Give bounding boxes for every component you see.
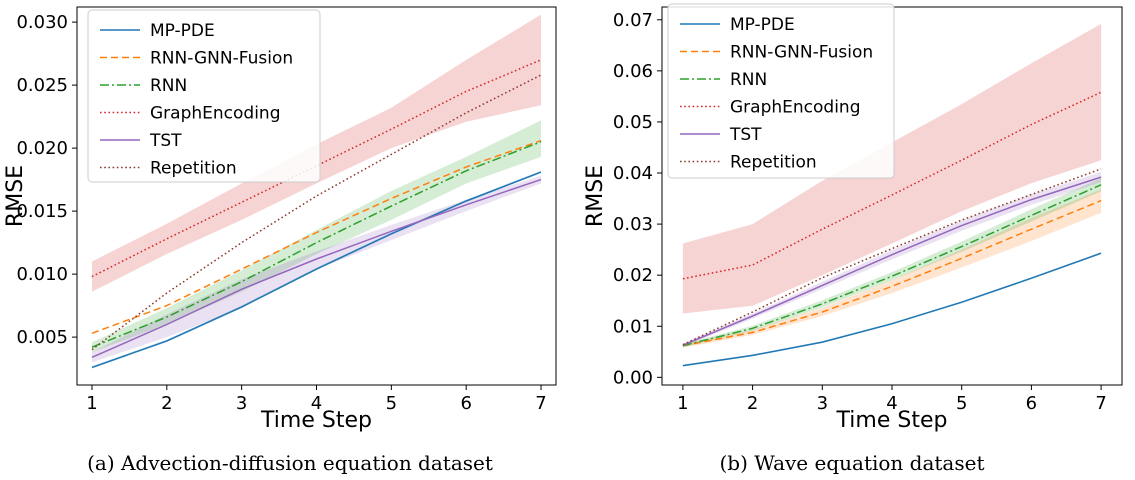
x-axis-title-a: Time Step [260,408,372,433]
legend-label-b: TST [729,125,762,145]
ytick-label-a: 0.020 [16,138,68,159]
band-b-tst [682,172,1102,347]
legend-label-a: MP-PDE [150,21,215,41]
line-b-graphencoding [682,91,1102,280]
xtick-label-a: 4 [311,393,322,414]
line-a-repetition [91,74,542,351]
legend-label-a: RNN [150,76,187,96]
caption-b: (b) Wave equation dataset [720,451,985,475]
band-a-rnn [92,120,541,353]
xtick-label-a: 3 [236,393,247,414]
legend-label-b: GraphEncoding [730,98,861,118]
xtick-label-b: 4 [886,393,897,414]
ytick-label-b: 0.01 [613,316,653,337]
line-b-rnn [682,184,1102,347]
legend-label-b: RNN-GNN-Fusion [730,43,873,63]
xtick-label-a: 1 [86,393,97,414]
chart-panel-b: 0.00 0.01 0.02 0.03 0.04 0.05 0.06 0.07 1 2 3 4 5 6 7 T… [583,3,1123,433]
legend-box-b [667,3,895,179]
xtick-label-a: 5 [386,393,397,414]
line-a-rnn [91,141,542,348]
xtick-label-b: 7 [1095,393,1106,414]
legend-label-b: MP-PDE [730,15,795,35]
legend-label-b: Repetition [730,153,817,173]
ytick-label-a: 0.005 [16,327,68,348]
chart-panel-a: 0.005 0.010 0.015 0.020 0.025 0.030 1 2 3 4 5 6 7 Tim… [3,6,557,433]
caption-a: (a) Advection-diffusion equation dataset [87,451,493,475]
legend-box-a [87,9,321,183]
ytick-label-b: 0.06 [613,61,653,82]
line-b-tst [682,176,1102,346]
ytick-label-a: 0.025 [16,75,68,96]
ytick-label-b: 0.00 [613,367,653,388]
ytick-label-b: 0.05 [613,112,653,133]
legend-label-a: TST [149,131,182,151]
xtick-label-b: 5 [956,393,967,414]
line-b-mp-pde [682,252,1102,367]
ytick-label-b: 0.07 [613,10,653,31]
xtick-label-a: 6 [460,393,471,414]
y-axis-title-a: RMSE [3,165,28,227]
legend-label-a: Repetition [150,159,237,179]
line-a-rnn-gnn-fusion [91,139,542,335]
ytick-label-b: 0.03 [613,214,653,235]
ytick-label-b: 0.02 [613,265,653,286]
xtick-label-b: 2 [747,393,758,414]
xtick-label-b: 3 [817,393,828,414]
xtick-label-a: 2 [161,393,172,414]
line-b-rnn-gnn-fusion [682,199,1102,347]
legend-label-a: GraphEncoding [150,104,281,124]
ytick-label-a: 0.015 [16,201,68,222]
ytick-label-b: 0.04 [613,163,653,184]
line-b-repetition [682,168,1102,346]
y-axis-title-b: RMSE [583,165,608,227]
ytick-label-a: 0.030 [16,12,68,33]
ytick-label-a: 0.010 [16,264,68,285]
line-a-tst [91,178,542,358]
xtick-label-b: 6 [1026,393,1037,414]
x-axis-title-b: Time Step [836,408,948,433]
xtick-label-a: 7 [535,393,546,414]
xtick-label-b: 1 [677,393,688,414]
legend-label-a: RNN-GNN-Fusion [150,49,293,69]
legend-label-b: RNN [730,70,767,90]
line-a-mp-pde [91,171,542,369]
